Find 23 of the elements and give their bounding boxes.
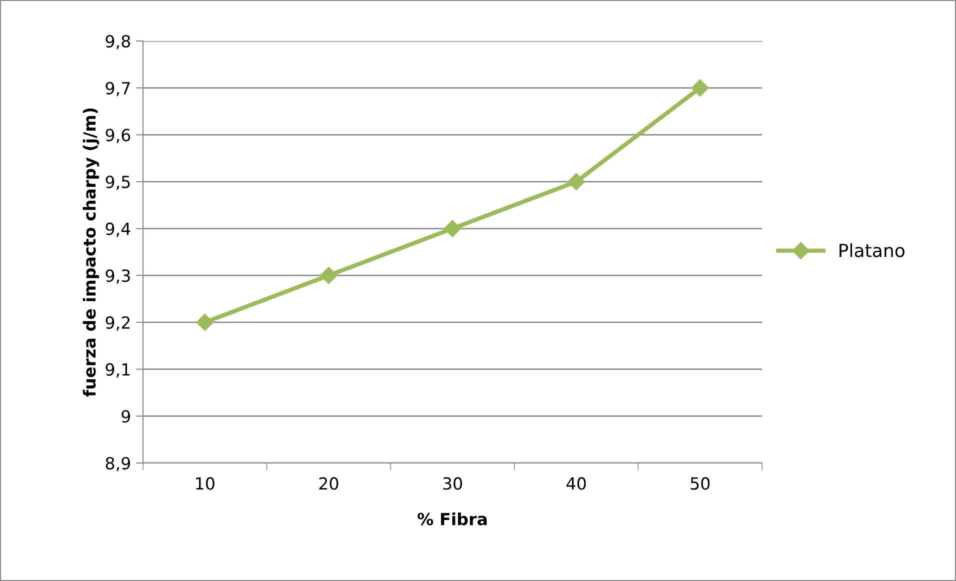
y-tick-label: 9,2 <box>106 316 130 331</box>
x-tick-label: 20 <box>319 477 338 490</box>
y-tick-label: 9,1 <box>106 363 130 378</box>
y-tick-label: 9,5 <box>106 176 130 190</box>
x-tick-label: 10 <box>196 477 214 490</box>
y-tick-label: 8,9 <box>106 456 130 472</box>
y-axis-title: fuerza de impacto charpy (j/m) <box>82 108 100 397</box>
y-tick-label: 9 <box>122 410 130 423</box>
y-tick-label: 9,6 <box>106 128 130 144</box>
point <box>568 173 585 190</box>
legend-label: Platano <box>840 243 904 258</box>
x-tick-label: 40 <box>566 477 586 490</box>
y-tick-label: 9,7 <box>106 82 130 96</box>
point <box>444 220 462 238</box>
point <box>320 266 338 284</box>
point <box>692 79 709 96</box>
x-tick-label: 50 <box>690 477 710 490</box>
point <box>196 314 214 331</box>
x-tick-label: 30 <box>443 477 462 490</box>
y-tick-label: 9,8 <box>106 34 130 50</box>
y-tick-label: 9,4 <box>106 222 130 237</box>
x-axis-title: % Fibra <box>418 512 487 526</box>
y-tick-label: 9,3 <box>106 269 130 284</box>
